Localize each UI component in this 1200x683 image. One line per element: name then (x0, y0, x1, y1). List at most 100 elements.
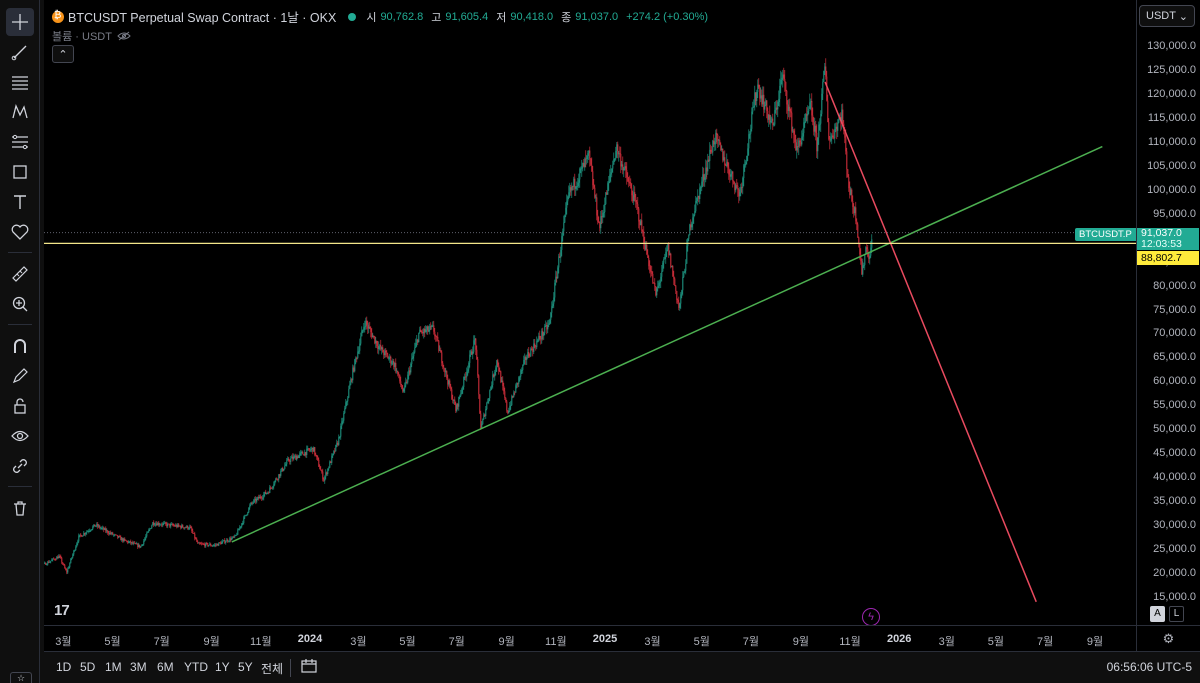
calendar-range-icon[interactable] (300, 657, 318, 675)
auto-scale-button[interactable]: A (1150, 606, 1165, 622)
event-lightning-icon[interactable]: ϟ (862, 608, 880, 626)
candle-body (745, 161, 747, 165)
chart-pane[interactable] (44, 0, 1136, 625)
magnet-icon[interactable] (6, 332, 34, 360)
price-scale[interactable]: 130,000.0 125,000.0 120,000.0 115,000.0 110,… (1136, 0, 1200, 625)
collapse-legend-button[interactable]: ⌃ (52, 45, 74, 63)
candle-body (117, 535, 119, 538)
candle-body (74, 550, 76, 551)
candle-body (752, 107, 754, 112)
candle-body (723, 157, 725, 161)
pattern-icon[interactable] (6, 98, 34, 126)
candle-body (451, 389, 453, 399)
candle-body (515, 385, 517, 393)
candle-body (143, 540, 145, 545)
currency-selector[interactable]: USDT ⌄ (1139, 5, 1195, 27)
candle-body (467, 369, 469, 372)
candle-body (701, 181, 703, 187)
candle-body (121, 538, 123, 541)
price-tick: 95,000.0 (1153, 207, 1196, 220)
candle-body (583, 162, 585, 168)
candle-body (200, 543, 202, 545)
candle-body (849, 188, 851, 195)
heart-icon[interactable] (6, 218, 34, 246)
candle-body (832, 135, 834, 138)
candle-body (331, 455, 333, 463)
candle-body (192, 530, 194, 534)
candle-body (855, 207, 857, 222)
candle-body (489, 390, 491, 399)
candle-body (648, 257, 650, 267)
candle-body (270, 487, 272, 489)
range-button-ytd[interactable]: YTD (184, 660, 208, 674)
candle-body (418, 332, 420, 342)
candle-body (368, 326, 370, 329)
candle-body (698, 195, 700, 199)
candle-body (552, 303, 554, 307)
candle-body (301, 451, 303, 453)
candle-body (344, 408, 346, 414)
candle-body (615, 150, 617, 159)
candle-body (63, 564, 65, 566)
candle-body (54, 559, 56, 560)
candle-body (580, 168, 582, 170)
trash-icon[interactable] (6, 494, 34, 522)
candle-body (635, 197, 637, 203)
candle-body (820, 113, 822, 124)
fib-icon[interactable] (6, 128, 34, 156)
candle-body (577, 182, 579, 187)
range-button-1d[interactable]: 1D (56, 660, 72, 674)
candle-body (310, 449, 312, 451)
candle-body (152, 522, 154, 526)
candle-body (612, 164, 614, 169)
candle-body (82, 535, 84, 537)
candle-body (532, 348, 534, 352)
time-scale[interactable]: 3월 5월 7월 9월 11월 2024 3월 5월 7월 9월 11월 2025 3월 5월 7월 9월 11… (44, 625, 1136, 651)
candle-body (736, 185, 738, 187)
range-button-전체[interactable]: 전체 (261, 662, 284, 676)
hide-eye-icon[interactable] (117, 31, 131, 41)
text-icon[interactable] (6, 188, 34, 216)
symbol-title[interactable]: BTCUSDT Perpetual Swap Contract · 1날 · O… (68, 11, 337, 25)
price-chart[interactable] (44, 0, 1136, 625)
candle-body (244, 515, 246, 518)
candle-body (240, 526, 242, 528)
rectangle-icon[interactable] (6, 158, 34, 186)
candle-body (554, 282, 556, 298)
candle-body (496, 360, 498, 368)
candle-body (684, 270, 686, 273)
candle-body (104, 528, 106, 530)
range-button-6m[interactable]: 6M (157, 660, 174, 674)
crosshair-icon[interactable] (6, 8, 34, 36)
bitcoin-logo-icon (52, 10, 64, 23)
range-button-5y[interactable]: 5Y (238, 660, 253, 674)
candle-body (119, 536, 121, 538)
favorite-star-icon[interactable]: ☆ (10, 672, 32, 683)
range-button-1m[interactable]: 1M (105, 660, 122, 674)
lock-pencil-icon[interactable] (6, 362, 34, 390)
range-button-5d[interactable]: 5D (80, 660, 96, 674)
candle-body (205, 543, 207, 547)
horizontal-lines-icon[interactable] (6, 68, 34, 96)
horizontal-line-price-tag: 88,802.7 (1137, 251, 1199, 265)
candle-body (454, 399, 456, 405)
candle-body (370, 328, 372, 332)
log-scale-button[interactable]: L (1169, 606, 1184, 622)
range-button-3m[interactable]: 3M (130, 660, 147, 674)
candle-body (678, 302, 680, 308)
eye-icon[interactable] (6, 422, 34, 450)
clock-timezone[interactable]: 06:56:06 UTC-5 (1106, 660, 1192, 674)
candle-body (628, 181, 630, 183)
gear-icon[interactable]: ⚙ (1136, 625, 1200, 651)
ruler-icon[interactable] (6, 260, 34, 288)
candle-body (748, 134, 750, 149)
candle-body (773, 124, 775, 126)
zoom-in-icon[interactable] (6, 290, 34, 318)
lock-icon[interactable] (6, 392, 34, 420)
range-button-1y[interactable]: 1Y (215, 660, 230, 674)
candle-body (415, 343, 417, 348)
link-icon[interactable] (6, 452, 34, 480)
trend-line-icon[interactable] (6, 38, 34, 66)
candle-body (433, 325, 435, 332)
candle-body (315, 454, 317, 456)
